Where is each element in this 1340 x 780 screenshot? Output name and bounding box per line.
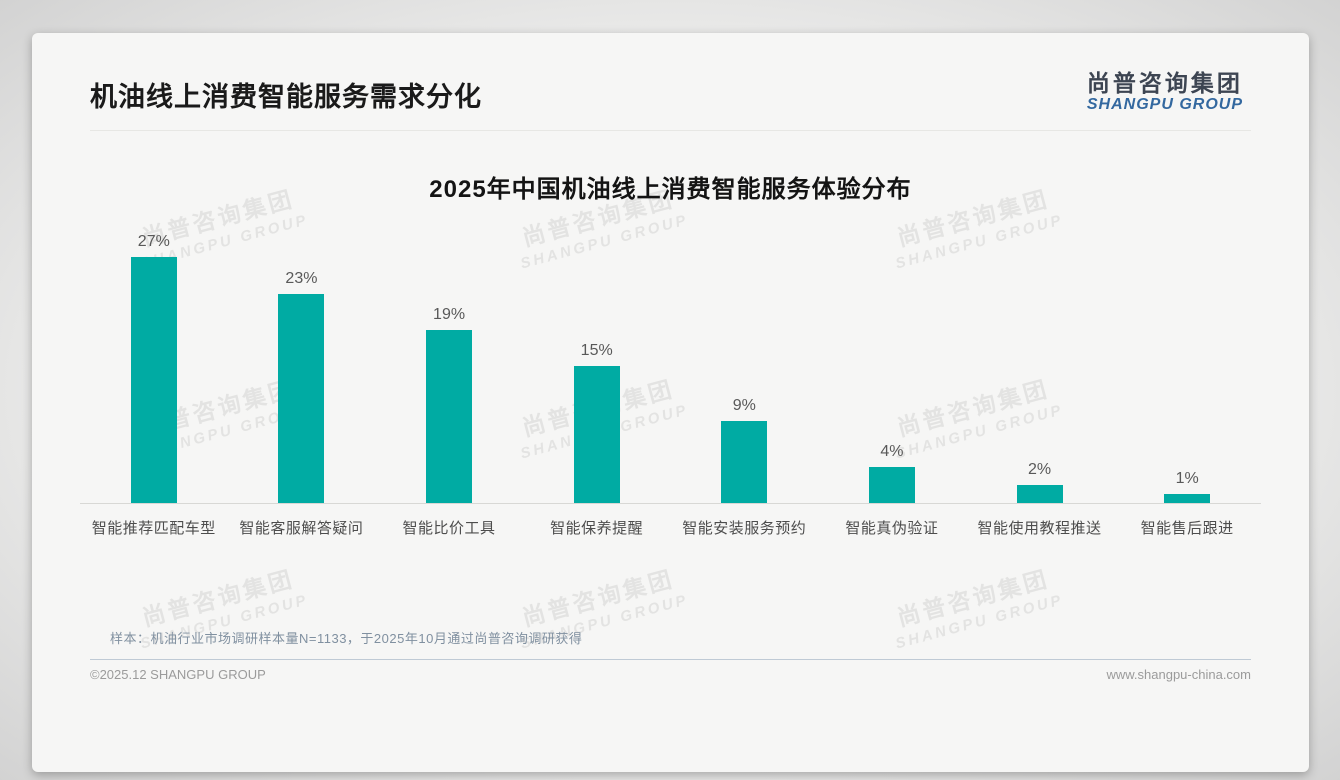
- bar-column: 15%: [523, 342, 671, 503]
- footer-divider: [90, 658, 1251, 660]
- bar-column: 19%: [375, 306, 523, 503]
- bar: [426, 330, 473, 503]
- category-label: 智能客服解答疑问: [239, 519, 364, 537]
- bar-value-label: 1%: [1175, 469, 1199, 487]
- bar: [868, 466, 915, 503]
- bar-value-label: 4%: [880, 442, 904, 460]
- bar: [278, 293, 325, 503]
- logo-chinese-name: 尚普咨询集团: [1086, 70, 1243, 96]
- bar-column: 23%: [228, 270, 376, 503]
- sample-footnote: 样本：机油行业市场调研样本量N=1133，于2025年10月通过尚普咨询调研获得: [110, 630, 583, 646]
- bar-value-label: 23%: [285, 269, 318, 287]
- chart-title: 2025年中国机油线上消费智能服务体验分布: [429, 175, 912, 203]
- bar-column: 27%: [80, 233, 228, 503]
- chart-categories: 智能推荐匹配车型 智能客服解答疑问 智能比价工具 智能保养提醒 智能安装服务预约 智能真伪…: [80, 517, 1261, 538]
- category-label: 智能保养提醒: [550, 519, 644, 537]
- page-title: 机油线上消费智能服务需求分化: [90, 81, 482, 112]
- bar: [721, 421, 768, 503]
- bar: [573, 366, 620, 503]
- category-label: 智能比价工具: [402, 519, 496, 537]
- copyright-text: ©2025.12 SHANGPU GROUP: [90, 666, 266, 682]
- header: 机油线上消费智能服务需求分化 尚普咨询集团 SHANGPU GROUP: [90, 33, 1251, 131]
- footer: ©2025.12 SHANGPU GROUP www.shangpu-china…: [90, 667, 1251, 682]
- bar-value-label: 19%: [433, 306, 466, 323]
- bar-value-label: 2%: [1028, 460, 1052, 478]
- bar-column: 4%: [818, 443, 966, 503]
- bar: [1016, 484, 1063, 503]
- bar-column: 2%: [966, 461, 1114, 503]
- logo-english-name: SHANGPU GROUP: [1086, 96, 1243, 114]
- category-label: 智能使用教程推送: [977, 519, 1102, 537]
- category-label: 智能售后跟进: [1140, 519, 1234, 537]
- bar: [1164, 493, 1211, 503]
- bar-value-label: 27%: [137, 233, 170, 251]
- chart-plot: 27% 23% 19% 15% 9% 4% 2% 1%: [80, 204, 1261, 504]
- bar-column: 1%: [1113, 470, 1261, 503]
- category-label: 智能推荐匹配车型: [91, 519, 216, 537]
- bar-value-label: 15%: [580, 342, 613, 360]
- website-url: www.shangpu-china.com: [1106, 666, 1251, 682]
- bar: [130, 257, 177, 503]
- bar-column: 9%: [671, 397, 819, 503]
- company-logo: 尚普咨询集团 SHANGPU GROUP: [1086, 70, 1251, 114]
- category-label: 智能真伪验证: [845, 519, 939, 537]
- category-label: 智能安装服务预约: [682, 519, 807, 537]
- report-slide: 尚普咨询集团 SHANGPU GROUP 尚普咨询集团 SHANGPU GROUP 尚普…: [32, 33, 1309, 772]
- bar-value-label: 9%: [732, 397, 756, 414]
